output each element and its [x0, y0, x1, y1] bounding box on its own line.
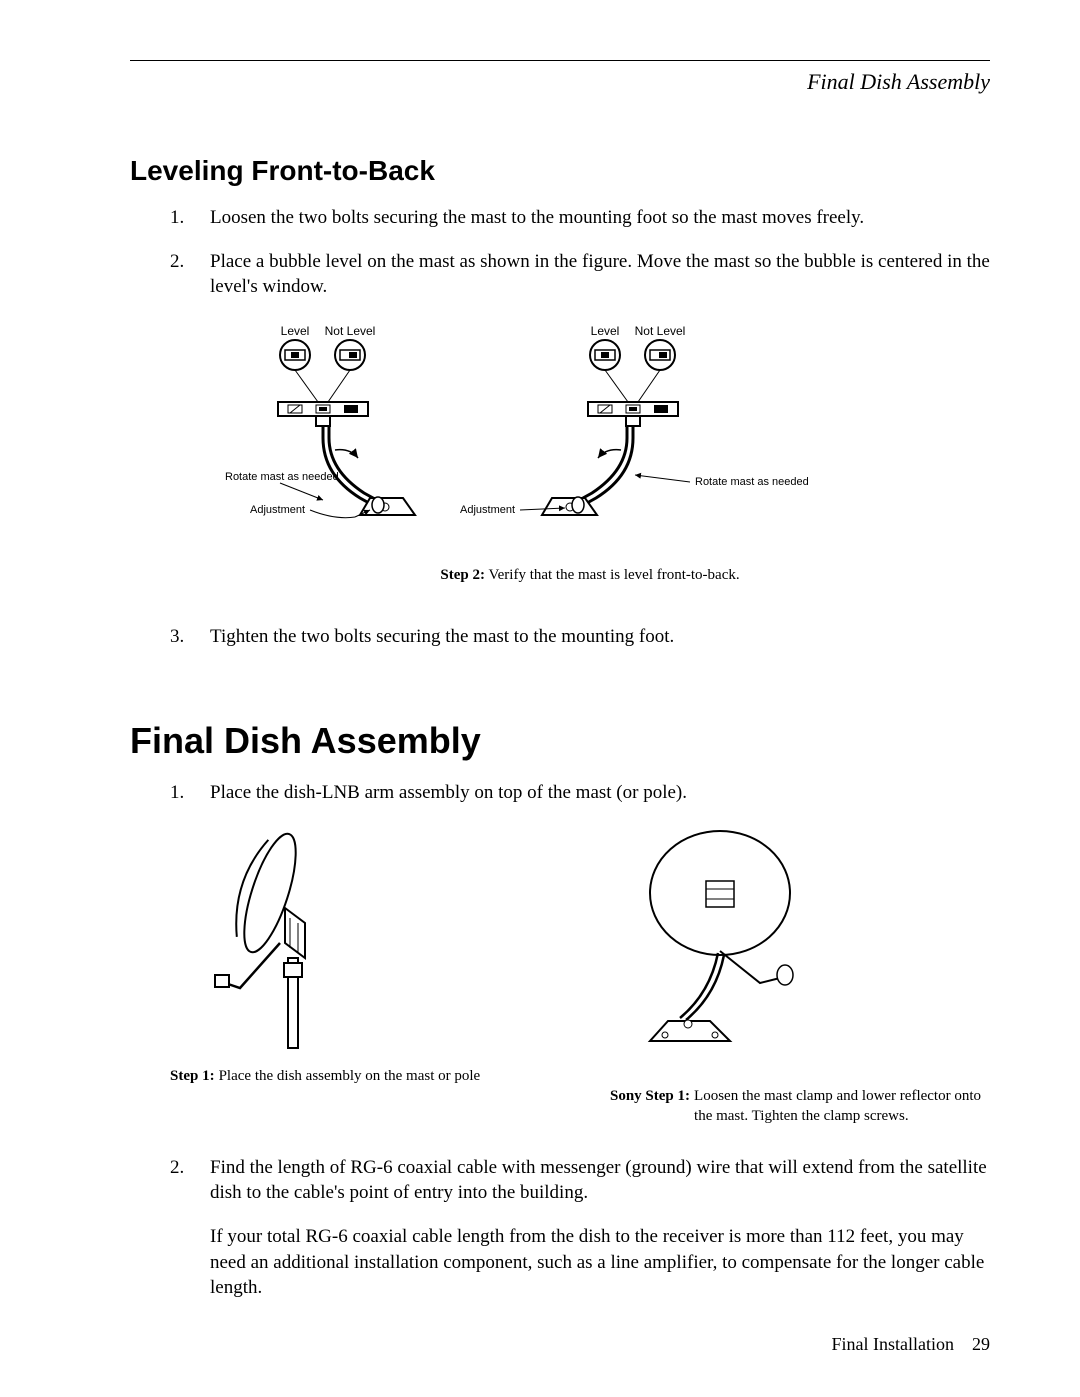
leveling-steps: 1.Loosen the two bolts securing the mast… — [170, 205, 990, 300]
caption-text: Loosen the mast clamp and lower reflecto… — [694, 1086, 990, 1127]
footer-page-number: 29 — [972, 1334, 990, 1354]
caption-bold: Step 1: — [170, 1066, 215, 1086]
section-leveling-title: Leveling Front-to-Back — [130, 155, 990, 187]
label-not-level: Not Level — [635, 324, 686, 338]
leveling-steps-cont: 3.Tighten the two bolts securing the mas… — [170, 624, 990, 650]
step-text: Find the length of RG-6 coaxial cable wi… — [210, 1157, 987, 1204]
figure-leveling: Level Not Level — [190, 320, 990, 584]
label-rotate: Rotate mast as needed — [225, 471, 339, 483]
leveling-diagram-svg: Level Not Level — [190, 320, 870, 550]
label-adjustment: Adjustment — [250, 504, 305, 516]
label-rotate: Rotate mast as needed — [695, 476, 809, 488]
figure-caption-right: Sony Step 1: Loosen the mast clamp and l… — [610, 1086, 990, 1127]
step-text: Loosen the two bolts securing the mast t… — [210, 207, 864, 228]
caption-bold: Sony Step 1: — [610, 1086, 690, 1127]
running-head: Final Dish Assembly — [130, 69, 990, 95]
dish-right-svg — [610, 823, 870, 1073]
final-steps-cont: 2. Find the length of RG-6 coaxial cable… — [170, 1155, 990, 1301]
final-steps: 1.Place the dish-LNB arm assembly on top… — [170, 780, 990, 806]
figure-dish-right: Sony Step 1: Loosen the mast clamp and l… — [610, 823, 990, 1127]
figure-dish-left: Step 1: Place the dish assembly on the m… — [170, 823, 550, 1127]
caption-text: Place the dish assembly on the mast or p… — [219, 1066, 481, 1086]
caption-text: Verify that the mast is level front-to-b… — [488, 567, 739, 583]
header-rule — [130, 60, 990, 61]
figure-caption: Step 2: Verify that the mast is level fr… — [190, 567, 990, 584]
section-final-title: Final Dish Assembly — [130, 720, 990, 762]
step-text: Tighten the two bolts securing the mast … — [210, 626, 674, 647]
figure-dish-row: Step 1: Place the dish assembly on the m… — [170, 823, 990, 1127]
step-text: Place a bubble level on the mast as show… — [210, 251, 990, 298]
label-adjustment: Adjustment — [460, 504, 515, 516]
page-footer: Final Installation 29 — [832, 1334, 990, 1355]
figure-caption-left: Step 1: Place the dish assembly on the m… — [170, 1066, 550, 1086]
list-item: 1.Loosen the two bolts securing the mast… — [170, 205, 990, 231]
label-not-level: Not Level — [325, 324, 376, 338]
footer-chapter: Final Installation — [832, 1334, 954, 1354]
step-text: Place the dish-LNB arm assembly on top o… — [210, 782, 687, 803]
label-level: Level — [591, 324, 620, 338]
list-item: 1.Place the dish-LNB arm assembly on top… — [170, 780, 990, 806]
list-item: 2.Place a bubble level on the mast as sh… — [170, 249, 990, 300]
caption-bold: Step 2: — [440, 567, 485, 583]
dish-left-svg — [170, 823, 390, 1053]
list-item: 3.Tighten the two bolts securing the mas… — [170, 624, 990, 650]
step-text-follow: If your total RG-6 coaxial cable length … — [210, 1224, 990, 1301]
list-item: 2. Find the length of RG-6 coaxial cable… — [170, 1155, 990, 1301]
label-level: Level — [281, 324, 310, 338]
